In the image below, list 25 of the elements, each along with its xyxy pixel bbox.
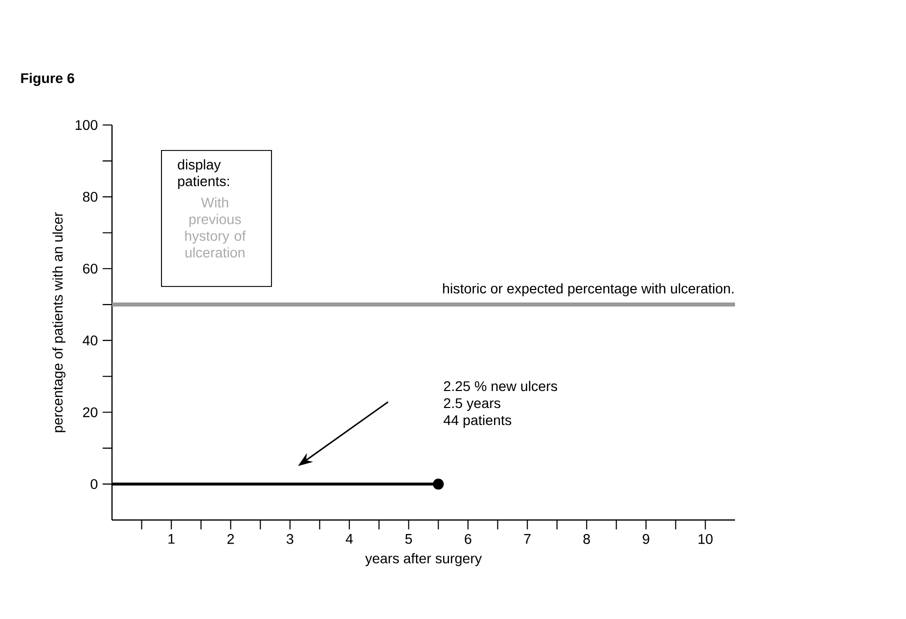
ref-line-label: historic or expected percentage with ulceration. <box>443 283 734 296</box>
x-tick-label: 7 <box>524 534 531 544</box>
x-axis-title: years after surgery <box>365 553 482 566</box>
annotation: 44 patients <box>444 414 512 428</box>
x-tick-label: 4 <box>346 534 353 544</box>
x-tick-label: 10 <box>698 534 713 544</box>
y-tick-label: 0 <box>90 479 98 490</box>
annotation: 2.25 % new ulcers <box>444 380 558 392</box>
y-axis-title: percentage of patients with an ulcer <box>52 212 66 432</box>
x-tick-label: 5 <box>405 534 412 544</box>
chart-title: Figure 6 <box>21 72 74 86</box>
x-tick-label: 2 <box>227 534 234 544</box>
y-tick-label: 100 <box>76 120 98 130</box>
annotation: With previous hystory of ulceration <box>185 197 246 258</box>
annotation: 2.5 years <box>444 398 500 411</box>
x-tick-label: 6 <box>464 534 472 544</box>
x-tick-label: 1 <box>168 534 175 544</box>
annotation: display patients: <box>178 159 229 189</box>
y-tick-label: 40 <box>82 336 98 346</box>
x-tick-label: 3 <box>286 534 294 544</box>
y-tick-label: 80 <box>82 192 98 202</box>
x-tick-label: 9 <box>642 534 650 544</box>
x-tick-label: 8 <box>583 534 590 544</box>
y-tick-label: 20 <box>83 407 98 418</box>
y-tick-label: 60 <box>83 264 98 274</box>
